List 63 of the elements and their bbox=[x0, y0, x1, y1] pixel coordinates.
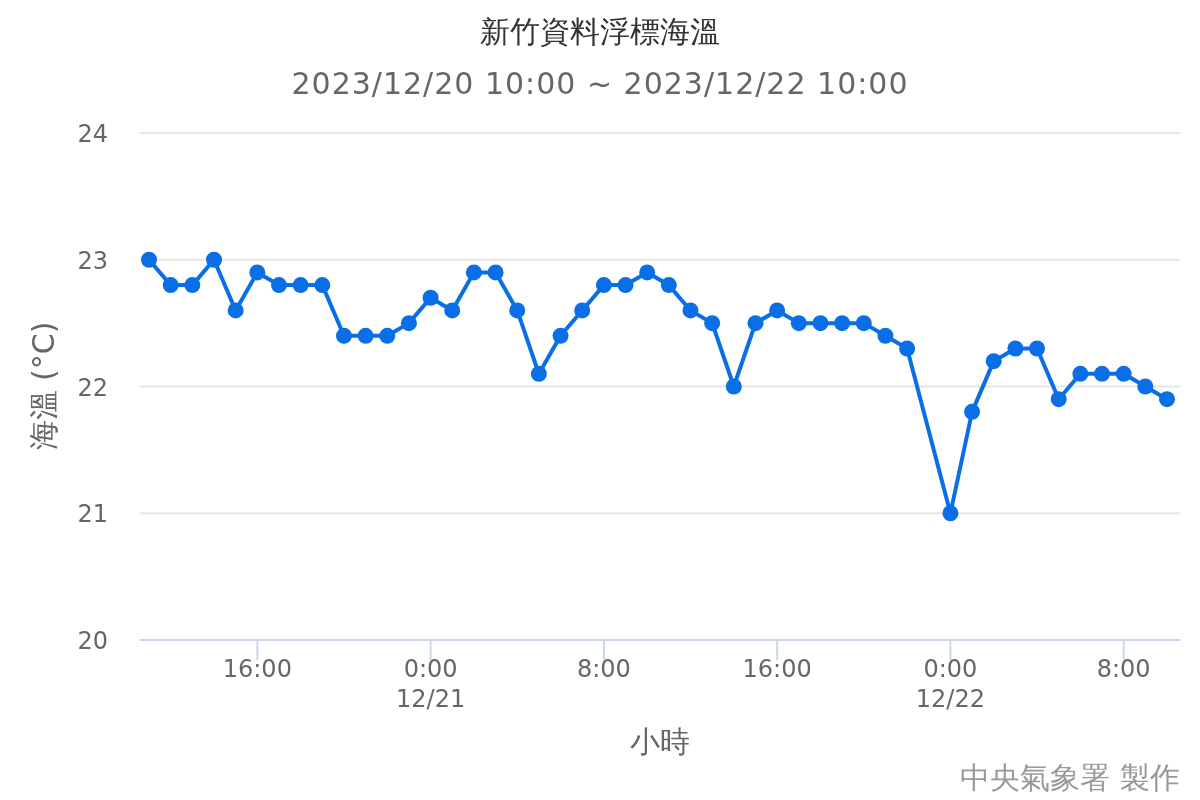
point bbox=[812, 315, 829, 332]
point bbox=[964, 403, 981, 420]
point bbox=[942, 505, 959, 522]
point bbox=[1094, 365, 1111, 382]
point bbox=[1029, 340, 1046, 357]
point bbox=[1137, 378, 1154, 395]
point bbox=[357, 327, 374, 344]
point bbox=[162, 277, 179, 294]
y-tick-label: 23 bbox=[77, 246, 108, 275]
point bbox=[877, 327, 894, 344]
point bbox=[617, 277, 634, 294]
y-axis-title: 海溫 (°C) bbox=[26, 321, 61, 451]
point bbox=[985, 353, 1002, 370]
point bbox=[574, 302, 591, 319]
x-axis-title: 小時 bbox=[630, 724, 690, 759]
point bbox=[595, 277, 612, 294]
point bbox=[487, 264, 504, 281]
x-tick-label: 8:00 bbox=[576, 655, 631, 683]
point bbox=[834, 315, 851, 332]
x-tick-label: 16:00 bbox=[742, 655, 812, 683]
point bbox=[530, 365, 547, 382]
point bbox=[509, 302, 526, 319]
point bbox=[769, 302, 786, 319]
point bbox=[704, 315, 721, 332]
y-tick-label: 22 bbox=[77, 373, 108, 402]
point bbox=[249, 264, 266, 281]
point bbox=[1159, 391, 1175, 408]
point bbox=[465, 264, 482, 281]
point bbox=[1007, 340, 1024, 357]
point bbox=[141, 251, 158, 268]
x-tick-label: 0:00 12/21 bbox=[396, 655, 466, 713]
point bbox=[444, 302, 461, 319]
point bbox=[790, 315, 807, 332]
chart-title: 新竹資料浮標海溫 bbox=[480, 14, 720, 49]
text: 中央氣象署 製作 bbox=[960, 760, 1180, 795]
point bbox=[335, 327, 352, 344]
point bbox=[899, 340, 916, 357]
point bbox=[292, 277, 309, 294]
point bbox=[725, 378, 742, 395]
y-tick-label: 21 bbox=[77, 500, 108, 529]
point bbox=[1050, 391, 1067, 408]
point bbox=[1115, 365, 1132, 382]
y-tick-label: 24 bbox=[77, 120, 108, 148]
point bbox=[855, 315, 872, 332]
y-tick-label: 20 bbox=[77, 627, 108, 655]
point bbox=[206, 251, 222, 268]
point bbox=[314, 277, 331, 294]
point bbox=[1072, 365, 1089, 382]
point bbox=[682, 302, 699, 319]
x-tick-label: 8:00 bbox=[1096, 655, 1151, 683]
point bbox=[639, 264, 656, 281]
point bbox=[227, 302, 244, 319]
point bbox=[379, 327, 396, 344]
chart-subtitle: 2023/12/20 10:00 ~ 2023/12/22 10:00 bbox=[291, 66, 909, 101]
x-tick-label: 0:00 12/22 bbox=[915, 655, 985, 713]
point bbox=[747, 315, 764, 332]
point bbox=[552, 327, 569, 344]
point bbox=[422, 289, 439, 306]
point bbox=[184, 277, 201, 294]
x-tick-label: 16:00 bbox=[222, 655, 292, 683]
point bbox=[270, 277, 287, 294]
point bbox=[660, 277, 677, 294]
point bbox=[400, 315, 417, 332]
